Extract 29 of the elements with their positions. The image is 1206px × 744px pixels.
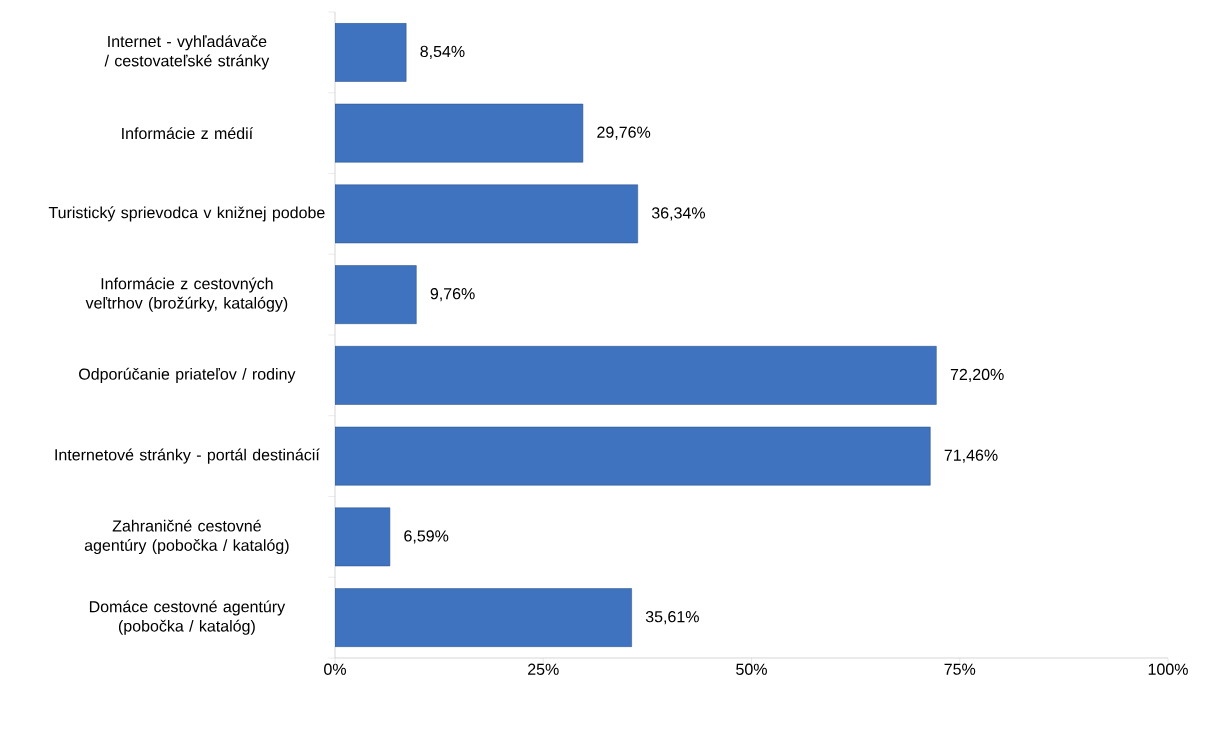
y-tick-label: Zahraničné cestovné agentúry (pobočka / katalóg) (84, 519, 289, 555)
bar (335, 23, 407, 82)
bar (335, 265, 417, 324)
data-label: 6,59% (404, 530, 449, 544)
x-tick-label: 50% (736, 663, 767, 675)
data-label: 71,46% (944, 449, 998, 463)
data-label: 8,54% (420, 45, 465, 59)
y-tick-label: Domáce cestovné agentúry (pobočka / katalóg) (89, 600, 286, 635)
x-tick-label: 100% (1148, 663, 1188, 675)
bar (335, 426, 931, 486)
y-tick-label: Turistický sprievodca v knižnej podobe (48, 206, 325, 222)
x-tick-label: 0% (324, 663, 346, 675)
y-tick-label: Odporúčanie priateľov / rodiny (79, 367, 296, 383)
x-tick-label: 75% (944, 663, 976, 675)
data-label: 72,20% (950, 368, 1004, 382)
bar (335, 103, 584, 163)
bar (335, 184, 638, 244)
x-tick-label: 25% (528, 663, 559, 675)
y-tick-label: Internet - vyhľadávače / cestovateľské stránky (104, 35, 270, 70)
data-label: 9,76% (430, 288, 475, 302)
bar (335, 346, 937, 405)
data-label: 29,76% (597, 126, 651, 140)
y-tick-label: Internetové stránky - portál destinácií (55, 448, 320, 464)
bar (335, 507, 391, 567)
y-tick-label: Informácie z médií (122, 127, 254, 140)
data-label: 36,34% (651, 207, 705, 221)
y-tick-label: Informácie z cestovných veľtrhov (brožúrky, katalógy) (85, 277, 288, 312)
data-label: 35,61% (645, 611, 699, 625)
bar (335, 588, 632, 647)
